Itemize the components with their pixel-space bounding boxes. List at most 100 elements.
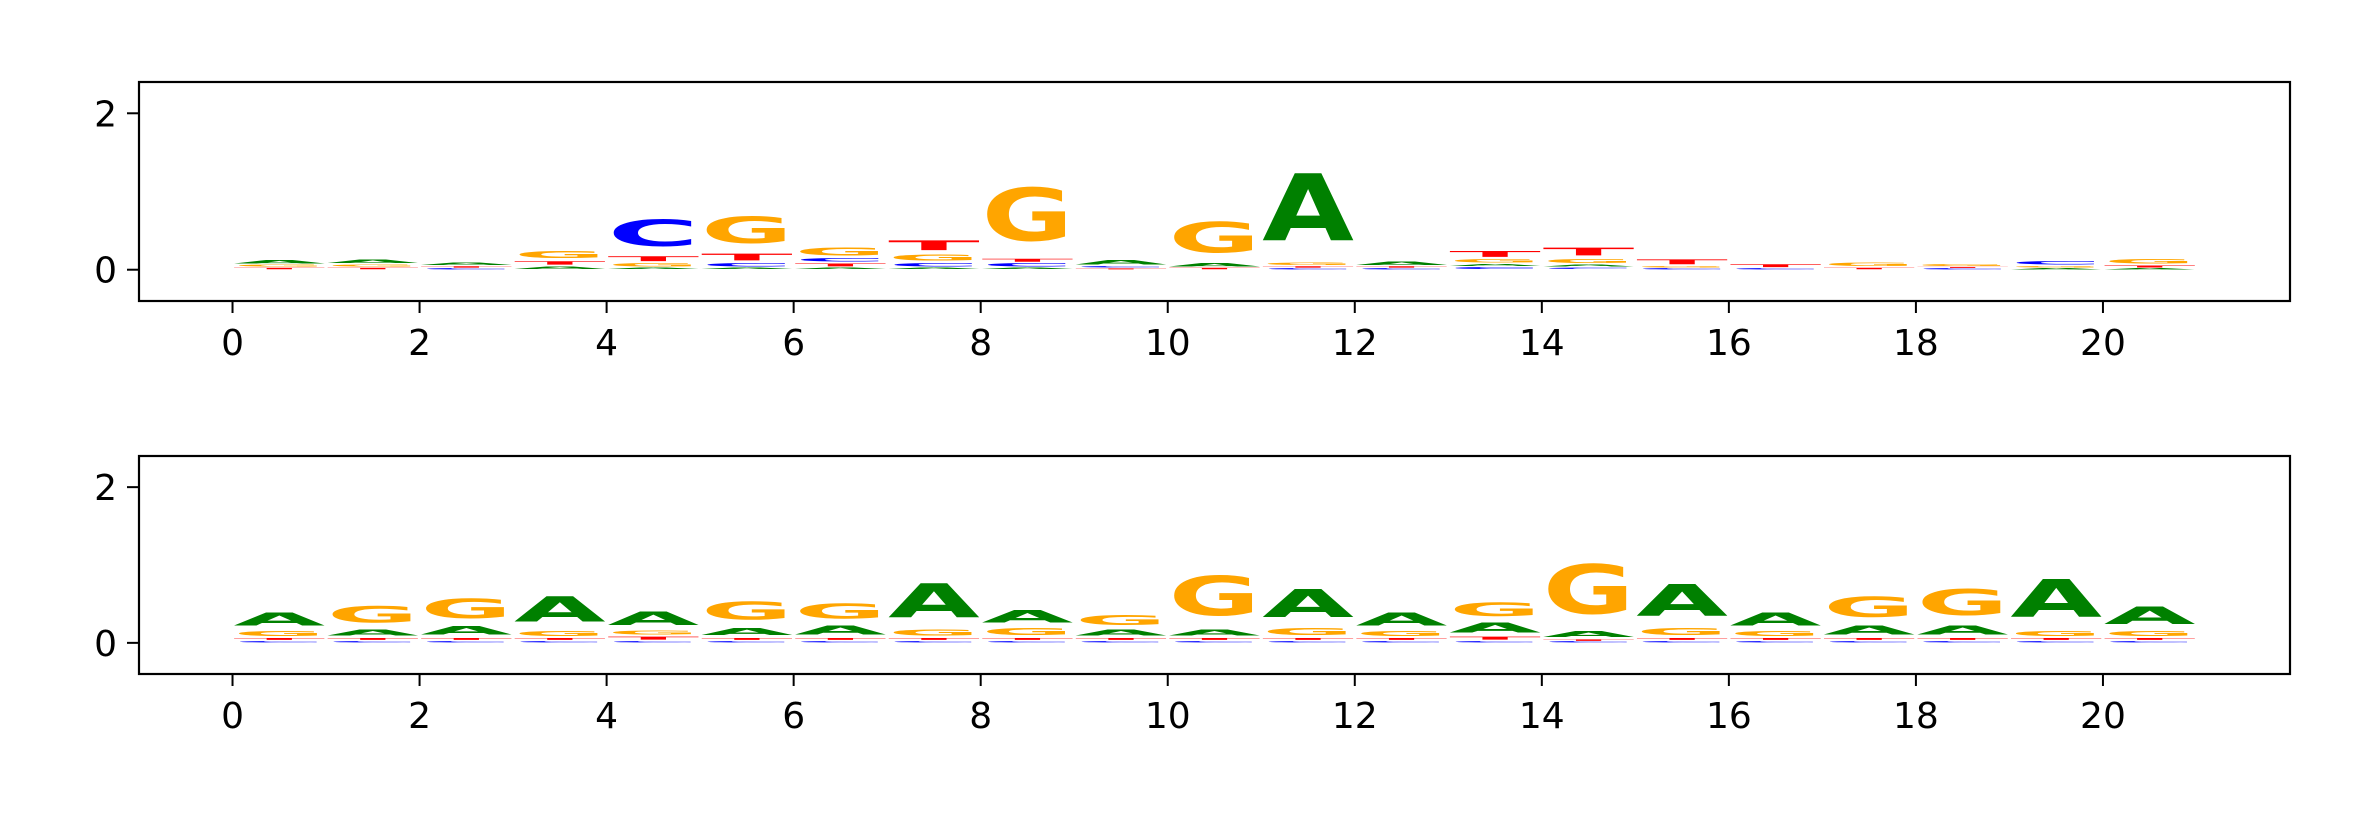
logo-letter-G: G xyxy=(1262,626,1354,637)
logo-letter-A: A xyxy=(1075,628,1167,637)
logo-letter-A: A xyxy=(1543,630,1635,639)
logo-letter-T: T xyxy=(1823,637,1915,640)
logo-letter-T: T xyxy=(1075,637,1167,640)
logo-letter-T: T xyxy=(1356,637,1448,640)
logo-letter-G: G xyxy=(795,245,887,258)
logo-letter-G: G xyxy=(1730,630,1822,638)
logo-letter-T: T xyxy=(421,637,513,640)
logo-letter-A: A xyxy=(2010,268,2102,270)
y-tick-label: 2 xyxy=(94,468,117,509)
y-tick-label: 2 xyxy=(94,94,117,135)
logo-letter-G: G xyxy=(2104,258,2196,265)
logo-letter-G: G xyxy=(795,600,887,623)
logo-letter-T: T xyxy=(2104,637,2196,640)
logo-letter-G: G xyxy=(982,175,1074,259)
logo-letter-T: T xyxy=(1075,268,1167,270)
logo-letter-G: G xyxy=(1449,259,1541,264)
logo-letter-T: T xyxy=(982,637,1074,640)
logo-letter-C: C xyxy=(327,641,419,643)
x-tick-label: 20 xyxy=(2080,323,2126,364)
logo-letter-T: T xyxy=(1917,637,2009,640)
logo-letter-G: G xyxy=(1823,591,1915,624)
logo-letter-C: C xyxy=(1823,641,1915,643)
logo-letter-G: G xyxy=(1823,262,1915,267)
logo-letter-G: G xyxy=(1449,599,1541,621)
logo-letter-A: A xyxy=(888,267,980,269)
logo-letter-G: G xyxy=(2104,630,2196,638)
logo-letter-T: T xyxy=(1730,637,1822,640)
logo-panel-2: CTGACTAGCTAGCTGACTGACTAGCTAGCTGACTGACTAG… xyxy=(94,454,2292,737)
x-tick-label: 16 xyxy=(1706,696,1752,737)
logo-letter-T: T xyxy=(888,238,980,254)
axes-frame xyxy=(137,80,2292,303)
logo-letter-A: A xyxy=(1169,263,1261,268)
logo-letter-A: A xyxy=(608,608,700,630)
logo-letter-A: A xyxy=(1356,609,1448,629)
logo-letter-C: C xyxy=(1075,641,1167,643)
logo-letter-G: G xyxy=(888,253,980,262)
x-tick-label: 20 xyxy=(2080,696,2126,737)
logo-letter-T: T xyxy=(327,267,419,269)
logo-letter-G: G xyxy=(233,264,325,267)
logo-letter-C: C xyxy=(1356,268,1448,270)
logo-letter-T: T xyxy=(1356,266,1448,268)
logo-letter-G: G xyxy=(514,249,606,260)
x-tick-label: 18 xyxy=(1893,696,1939,737)
logo-letter-A: A xyxy=(1917,623,2009,637)
logo-letter-A: A xyxy=(1543,264,1635,267)
logo-letter-T: T xyxy=(1636,637,1728,640)
x-tick-label: 4 xyxy=(595,696,618,737)
x-tick-label: 6 xyxy=(782,696,805,737)
logo-letter-G: G xyxy=(1543,550,1635,629)
x-tick-label: 14 xyxy=(1519,696,1565,737)
logo-letter-A: A xyxy=(514,266,606,270)
logo-letter-G: G xyxy=(2010,630,2102,638)
logo-letter-G: G xyxy=(327,264,419,267)
logo-letter-C: C xyxy=(1356,641,1448,643)
logo-letter-A: A xyxy=(795,267,887,269)
logo-letter-A: A xyxy=(888,574,980,628)
logo-letter-A: A xyxy=(608,267,700,269)
logo-letter-G: G xyxy=(1543,258,1635,264)
logo-letter-T: T xyxy=(421,266,513,268)
logo-letter-G: G xyxy=(1262,262,1354,266)
logo-letter-C: C xyxy=(888,263,980,268)
logo-letter-C: C xyxy=(421,641,513,643)
logo-letter-A: A xyxy=(514,589,606,629)
logo-letters: CTGACTAGCTAGCTGACTGACTAGCTAGCTGACTGACTAG… xyxy=(233,550,2195,643)
logo-letter-A: A xyxy=(233,260,325,265)
logo-letter-T: T xyxy=(608,636,700,641)
logo-letter-T: T xyxy=(1449,636,1541,641)
logo-letter-A: A xyxy=(421,624,513,637)
logo-letter-C: C xyxy=(701,641,793,643)
x-tick-label: 10 xyxy=(1145,696,1191,737)
logo-letter-T: T xyxy=(1823,267,1915,269)
logo-letter-C: C xyxy=(1543,641,1635,643)
logo-letter-C: C xyxy=(1636,641,1728,643)
logo-letter-C: C xyxy=(608,641,700,643)
logo-letter-C: C xyxy=(1730,641,1822,643)
logo-letter-A: A xyxy=(233,609,325,629)
y-tick-label: 0 xyxy=(94,251,117,292)
logo-letter-C: C xyxy=(1917,641,2009,643)
x-tick-label: 10 xyxy=(1145,323,1191,364)
logo-letter-C: C xyxy=(1636,268,1728,270)
logo-letter-C: C xyxy=(888,641,980,643)
logo-letters: TGATGACTAATGAGTCACTGATCGACGTACTGTCATAGCT… xyxy=(233,155,2195,270)
logo-letter-C: C xyxy=(2010,641,2102,643)
y-tick-label: 0 xyxy=(94,624,117,665)
x-tick-label: 0 xyxy=(221,696,244,737)
logo-letter-A: A xyxy=(701,626,793,638)
logo-letter-G: G xyxy=(608,630,700,636)
logo-letter-T: T xyxy=(701,252,793,263)
logo-letter-T: T xyxy=(1262,266,1354,268)
logo-letter-A: A xyxy=(1262,581,1354,626)
logo-letter-G: G xyxy=(514,630,606,638)
logo-letter-A: A xyxy=(1262,155,1354,263)
logo-letter-T: T xyxy=(1917,267,2009,269)
logo-letter-G: G xyxy=(1075,612,1167,628)
logo-letter-C: C xyxy=(1449,641,1541,643)
logo-letter-A: A xyxy=(327,628,419,637)
logo-letter-G: G xyxy=(701,597,793,626)
logo-letter-G: G xyxy=(1917,581,2009,623)
